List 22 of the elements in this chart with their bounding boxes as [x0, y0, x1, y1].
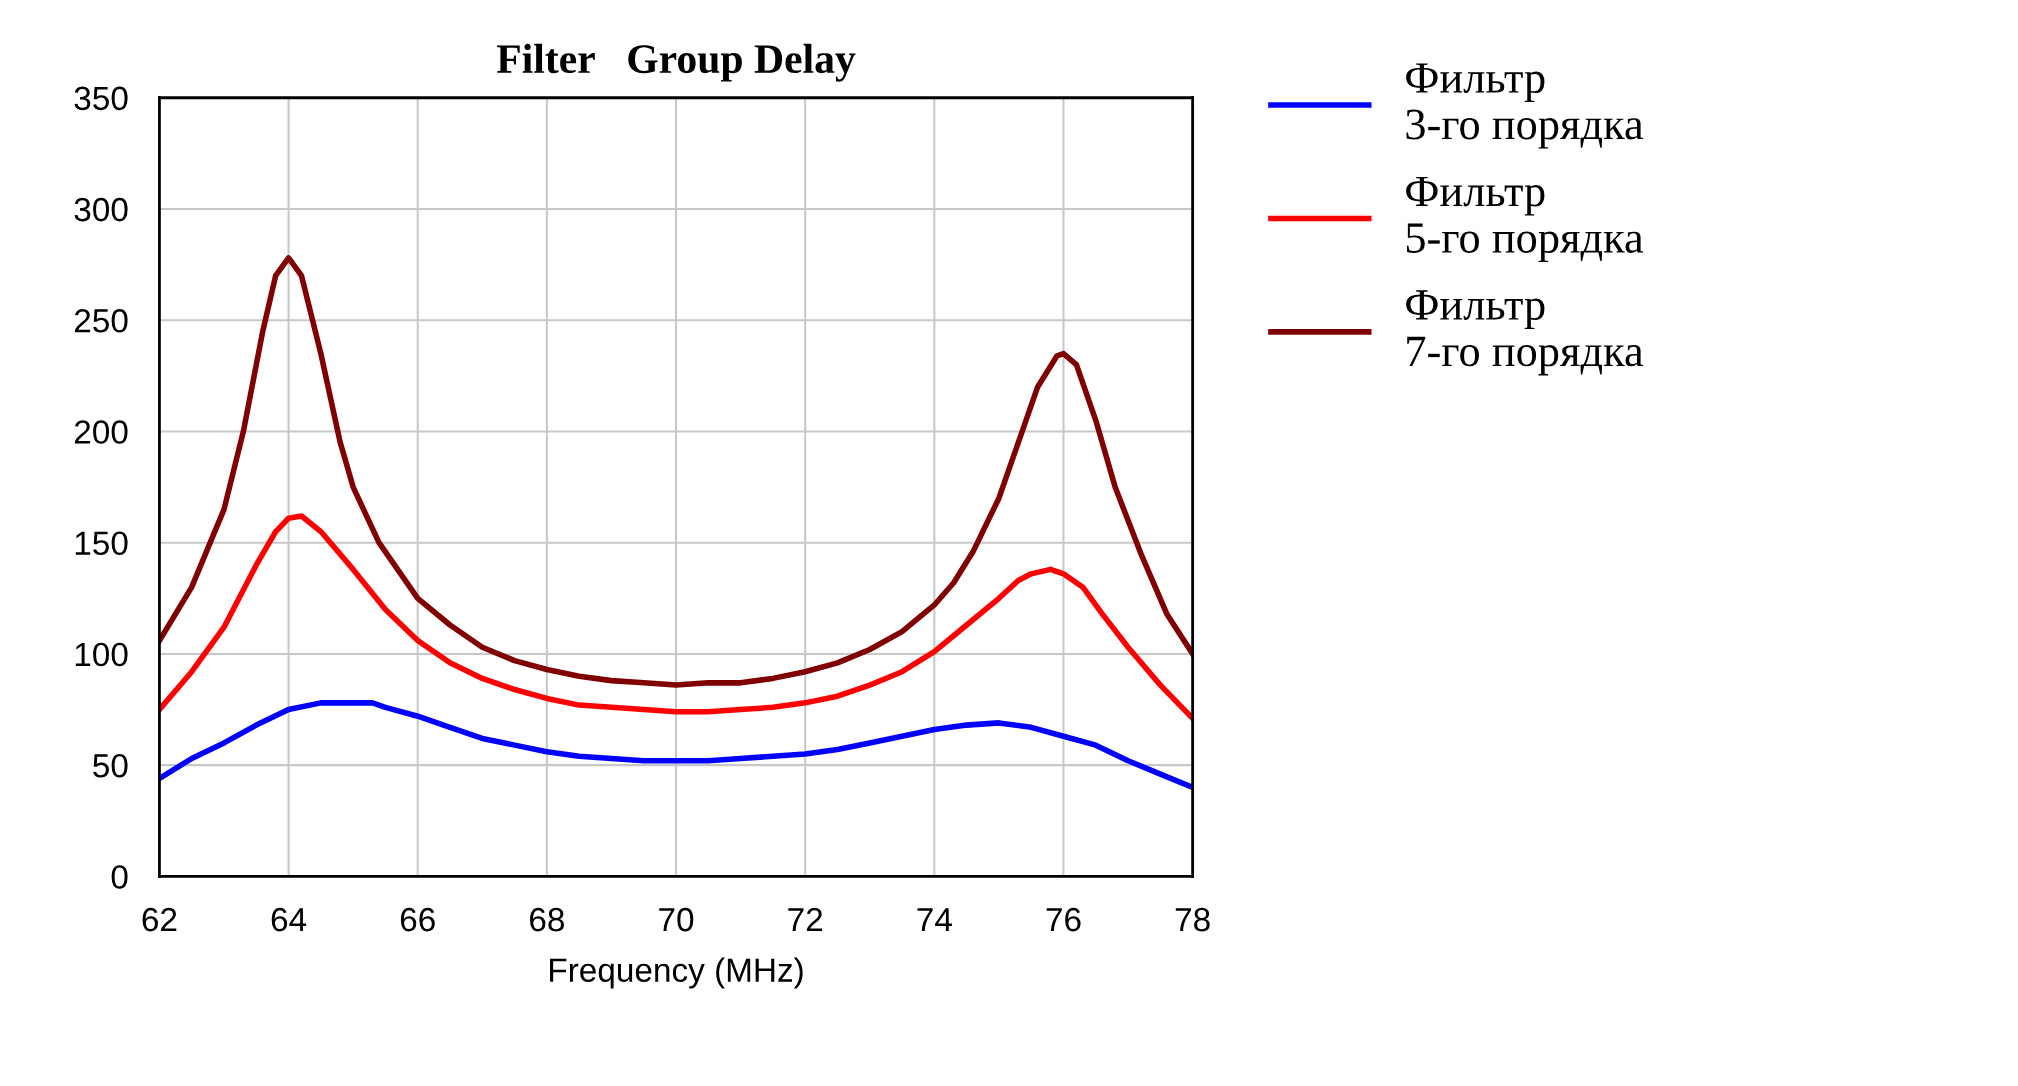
- legend-label: Фильтр 5-го порядка: [1406, 176, 1644, 262]
- chart-title: Filter Group Delay: [496, 43, 856, 82]
- x-tick-label: 78: [1175, 907, 1210, 932]
- y-tick-label: 300: [74, 197, 128, 222]
- legend-label: Фильтр 3-го порядка: [1406, 63, 1644, 149]
- y-tick-label: 200: [74, 420, 128, 444]
- y-tick-label: 0: [111, 865, 128, 889]
- x-tick-label: 76: [1046, 907, 1081, 932]
- y-tick-label: 100: [75, 642, 128, 667]
- y-tick-label: 50: [93, 753, 128, 778]
- x-tick-label: 70: [659, 907, 694, 932]
- x-tick-label: 62: [142, 907, 177, 932]
- x-tick-label: 64: [271, 907, 307, 932]
- y-tick-label: 150: [75, 531, 128, 556]
- y-tick-label: 250: [74, 309, 128, 333]
- legend-label: Фильтр 7-го порядка: [1406, 290, 1644, 376]
- x-tick-label: 72: [788, 907, 823, 932]
- x-tick-label: 68: [530, 907, 564, 932]
- y-tick-label: 350: [74, 86, 128, 111]
- x-tick-label: 74: [917, 908, 952, 932]
- x-tick-label: 66: [400, 907, 435, 932]
- x-axis-title: Frequency (MHz): [550, 957, 803, 989]
